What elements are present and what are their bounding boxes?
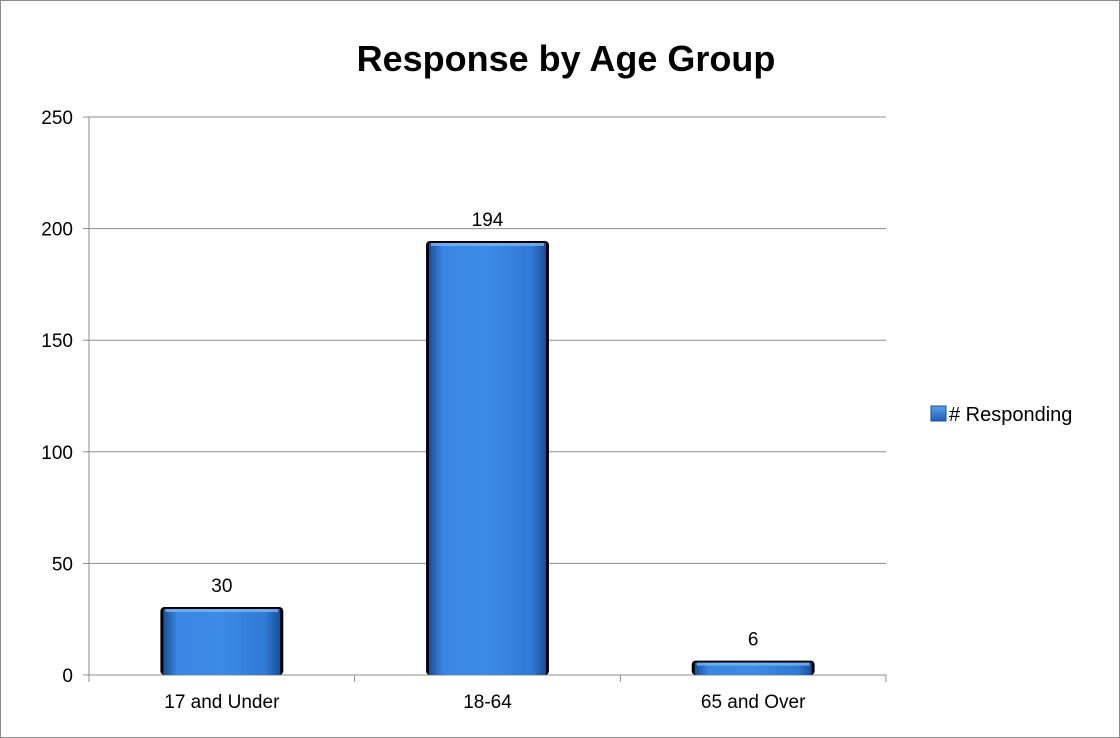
bar — [163, 609, 281, 675]
data-label: 30 — [211, 576, 232, 597]
bar-group — [691, 660, 815, 675]
legend-swatch — [930, 405, 947, 422]
y-tick-label: 0 — [62, 666, 73, 687]
data-labels: 30 194 6 — [211, 210, 758, 651]
x-tick-label: 18-64 — [463, 692, 512, 713]
bars — [160, 240, 815, 675]
bar-highlight — [431, 242, 544, 246]
bar-group — [160, 607, 284, 675]
legend-label: # Responding — [949, 404, 1072, 426]
y-tick-label: 250 — [41, 108, 73, 129]
x-tick-labels: 17 and Under 18-64 65 and Over — [164, 692, 806, 713]
y-tick-label: 50 — [52, 554, 73, 575]
y-tick-label: 100 — [41, 443, 73, 464]
data-label: 6 — [748, 630, 759, 651]
chart-title: Response by Age Group — [357, 38, 776, 79]
bar-group — [426, 240, 549, 675]
bar-highlight — [165, 609, 279, 613]
y-tick-label: 150 — [41, 331, 73, 352]
x-tick-label: 65 and Over — [701, 692, 806, 713]
bar-highlight — [696, 662, 810, 666]
bar — [429, 242, 546, 675]
data-label: 194 — [472, 210, 504, 231]
bar — [694, 662, 812, 675]
y-tick-labels: 0 50 100 150 200 250 — [41, 108, 73, 687]
x-tick-label: 17 and Under — [164, 692, 280, 713]
y-tick-label: 200 — [41, 220, 73, 241]
legend: # Responding — [930, 404, 1072, 426]
